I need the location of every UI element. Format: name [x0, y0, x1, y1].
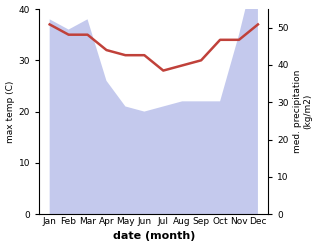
Y-axis label: max temp (C): max temp (C)	[5, 80, 15, 143]
Y-axis label: med. precipitation
(kg/m2): med. precipitation (kg/m2)	[293, 70, 313, 153]
X-axis label: date (month): date (month)	[113, 231, 195, 242]
